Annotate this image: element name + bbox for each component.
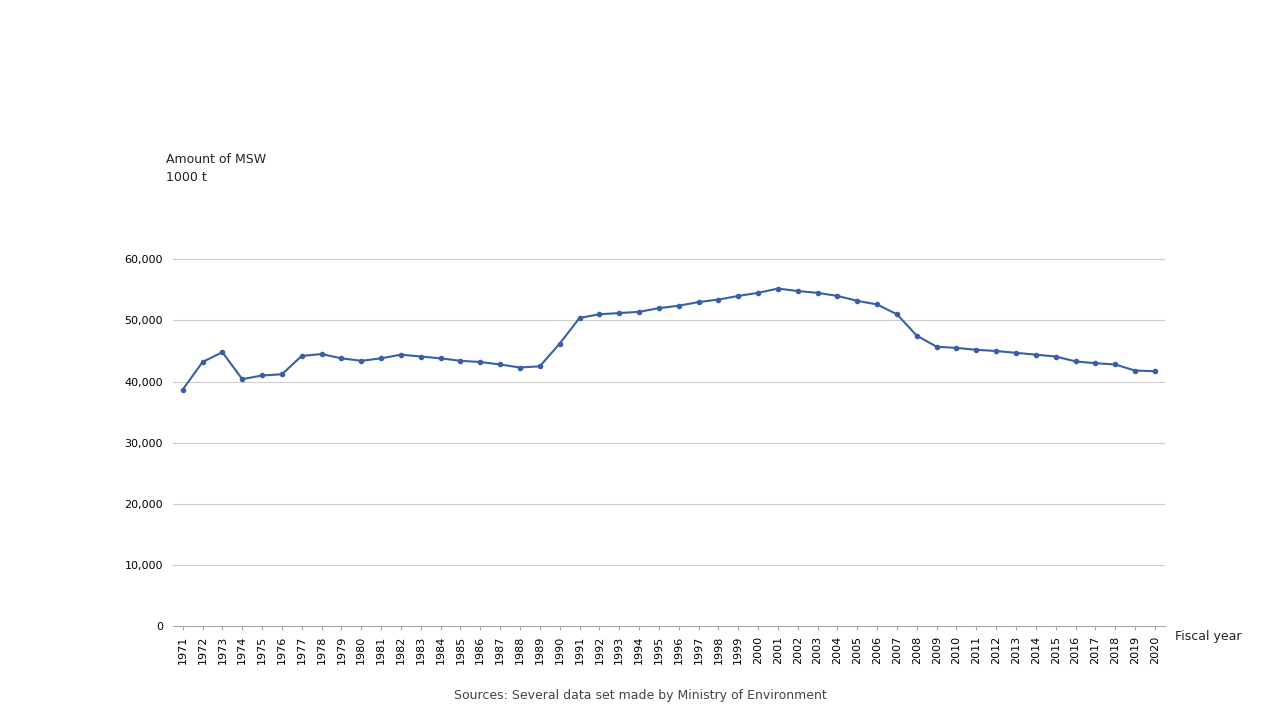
Text: 1000 t: 1000 t — [166, 171, 207, 184]
Text: Amount of MSW: Amount of MSW — [166, 153, 266, 166]
Text: Fiscal year: Fiscal year — [1175, 630, 1242, 643]
Text: Trend of discharge of MSW: Trend of discharge of MSW — [321, 49, 959, 91]
Text: Sources: Several data set made by Ministry of Environment: Sources: Several data set made by Minist… — [453, 689, 827, 702]
